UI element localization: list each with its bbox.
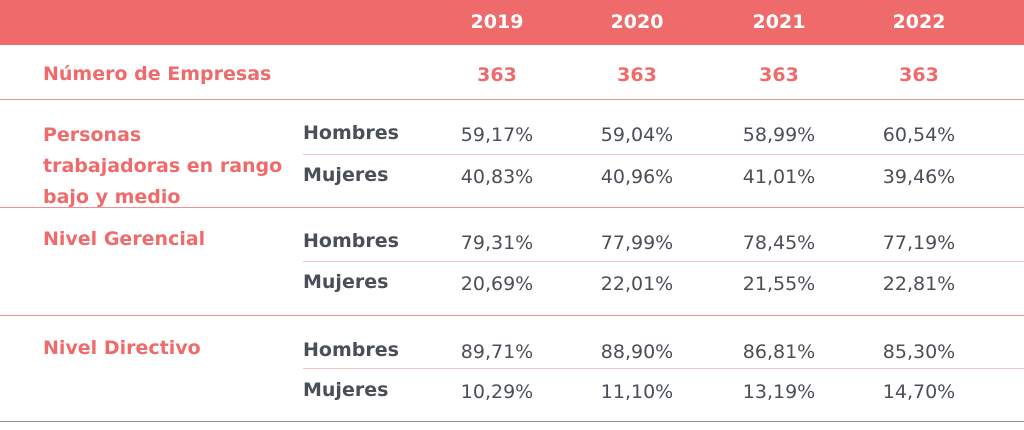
cell-value: 79,31%: [460, 232, 534, 254]
cell-value: 39,46%: [882, 166, 956, 188]
table-header: 2019 2020 2021 2022: [0, 0, 1024, 45]
cell-value: 86,81%: [742, 341, 816, 363]
cell-value: 14,70%: [882, 381, 956, 403]
gender-label: Hombres: [303, 230, 399, 252]
group-label-nivel-directivo: Nivel Directivo: [43, 337, 201, 359]
row-separator: [0, 207, 1024, 208]
cell-value: 60,54%: [882, 124, 956, 146]
column-header-2022: 2022: [892, 11, 946, 33]
cell-value: 22,81%: [882, 273, 956, 295]
column-header-2020: 2020: [610, 11, 664, 33]
gender-label: Mujeres: [303, 164, 389, 186]
cell-value: 59,04%: [600, 124, 674, 146]
group-label-nivel-gerencial: Nivel Gerencial: [43, 228, 206, 250]
cell-value: 77,19%: [882, 232, 956, 254]
cell-value: 40,83%: [460, 166, 534, 188]
subrow-separator: [303, 368, 1024, 369]
cell-value: 59,17%: [460, 124, 534, 146]
cell-value: 20,69%: [460, 273, 534, 295]
table-bottom-rule: [0, 421, 1024, 422]
gender-label: Mujeres: [303, 271, 389, 293]
gender-label: Hombres: [303, 122, 399, 144]
row-separator: [0, 315, 1024, 316]
count-2021: 363: [759, 64, 799, 86]
cell-value: 88,90%: [600, 341, 674, 363]
count-2019: 363: [477, 64, 517, 86]
column-header-2019: 2019: [470, 11, 524, 33]
cell-value: 58,99%: [742, 124, 816, 146]
row-separator: [0, 99, 1024, 100]
cell-value: 77,99%: [600, 232, 674, 254]
cell-value: 21,55%: [742, 273, 816, 295]
column-header-2021: 2021: [752, 11, 806, 33]
cell-value: 40,96%: [600, 166, 674, 188]
row-label-empresas: Número de Empresas: [43, 63, 272, 85]
gender-label: Mujeres: [303, 379, 389, 401]
cell-value: 22,01%: [600, 273, 674, 295]
subrow-separator: [303, 261, 1024, 262]
cell-value: 13,19%: [742, 381, 816, 403]
count-2022: 363: [899, 64, 939, 86]
count-2020: 363: [617, 64, 657, 86]
cell-value: 10,29%: [460, 381, 534, 403]
subrow-separator: [303, 154, 1024, 155]
cell-value: 11,10%: [600, 381, 674, 403]
cell-value: 85,30%: [882, 341, 956, 363]
cell-value: 41,01%: [742, 166, 816, 188]
gender-label: Hombres: [303, 339, 399, 361]
cell-value: 78,45%: [742, 232, 816, 254]
group-label-rango-bajo-medio: Personas trabajadoras en rango bajo y me…: [43, 124, 283, 208]
cell-value: 89,71%: [460, 341, 534, 363]
